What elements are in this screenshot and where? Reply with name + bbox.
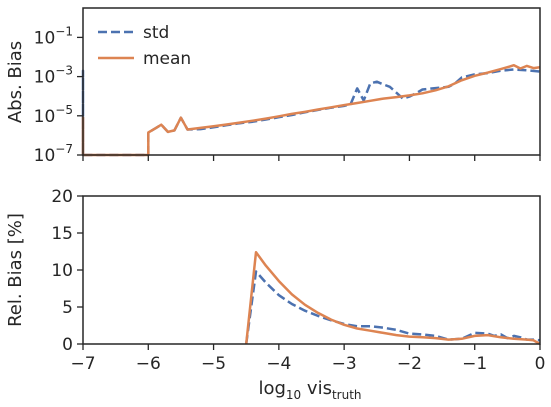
- rel-bias-series-std: [244, 270, 541, 345]
- legend-std-label: std: [143, 23, 169, 43]
- abs-bias-series-mean: [81, 63, 541, 157]
- legend: std mean: [98, 23, 191, 69]
- x-tick-label: −1: [462, 354, 487, 374]
- abs-bias-ticks: 10−1 10−3 10−5 10−7: [34, 24, 541, 166]
- rel-bias-series-mean: [244, 250, 541, 346]
- rel-bias-y-tick-label: 20: [51, 187, 73, 207]
- rel-bias-ylabel: Rel. Bias [%]: [5, 213, 26, 327]
- rel-bias-y-tick-label: 5: [62, 298, 73, 318]
- x-tick-label: 0: [535, 354, 546, 374]
- x-tick-label: −5: [201, 354, 226, 374]
- x-tick-label: −6: [136, 354, 161, 374]
- rel-bias-lines: [244, 250, 541, 346]
- abs-bias-y-tick-label: 10−3: [34, 64, 73, 88]
- x-tick-label: −7: [70, 354, 95, 374]
- abs-bias-y-tick-label: 10−1: [34, 24, 73, 48]
- abs-bias-y-tick-label: 10−7: [34, 142, 73, 166]
- abs-bias-y-tick-label: 10−5: [34, 103, 73, 127]
- x-axis-label: log10 vistruth: [258, 378, 361, 402]
- x-tick-label: −2: [397, 354, 422, 374]
- rel-bias-y-tick-label: 15: [51, 224, 73, 244]
- rel-bias-y-tick-label: 0: [62, 335, 73, 355]
- abs-bias-lines: [81, 63, 541, 157]
- abs-bias-axes-frame: [82, 7, 541, 156]
- legend-mean-label: mean: [143, 49, 191, 69]
- rel-bias-y-tick-label: 10: [51, 261, 73, 281]
- x-tick-label: −4: [266, 354, 291, 374]
- rel-bias-panel: −7 −6 −5 −4 −3 −2 −1 0 0 5 10 15 20 Rel. Bias [%] lo…: [5, 187, 545, 402]
- x-tick-label: −3: [332, 354, 357, 374]
- abs-bias-panel: 10−1 10−3 10−5 10−7 Abs. Bias std mean: [5, 7, 541, 166]
- abs-bias-ylabel: Abs. Bias: [5, 41, 26, 123]
- rel-bias-ticks: −7 −6 −5 −4 −3 −2 −1 0 0 5 10 15 20: [51, 187, 545, 374]
